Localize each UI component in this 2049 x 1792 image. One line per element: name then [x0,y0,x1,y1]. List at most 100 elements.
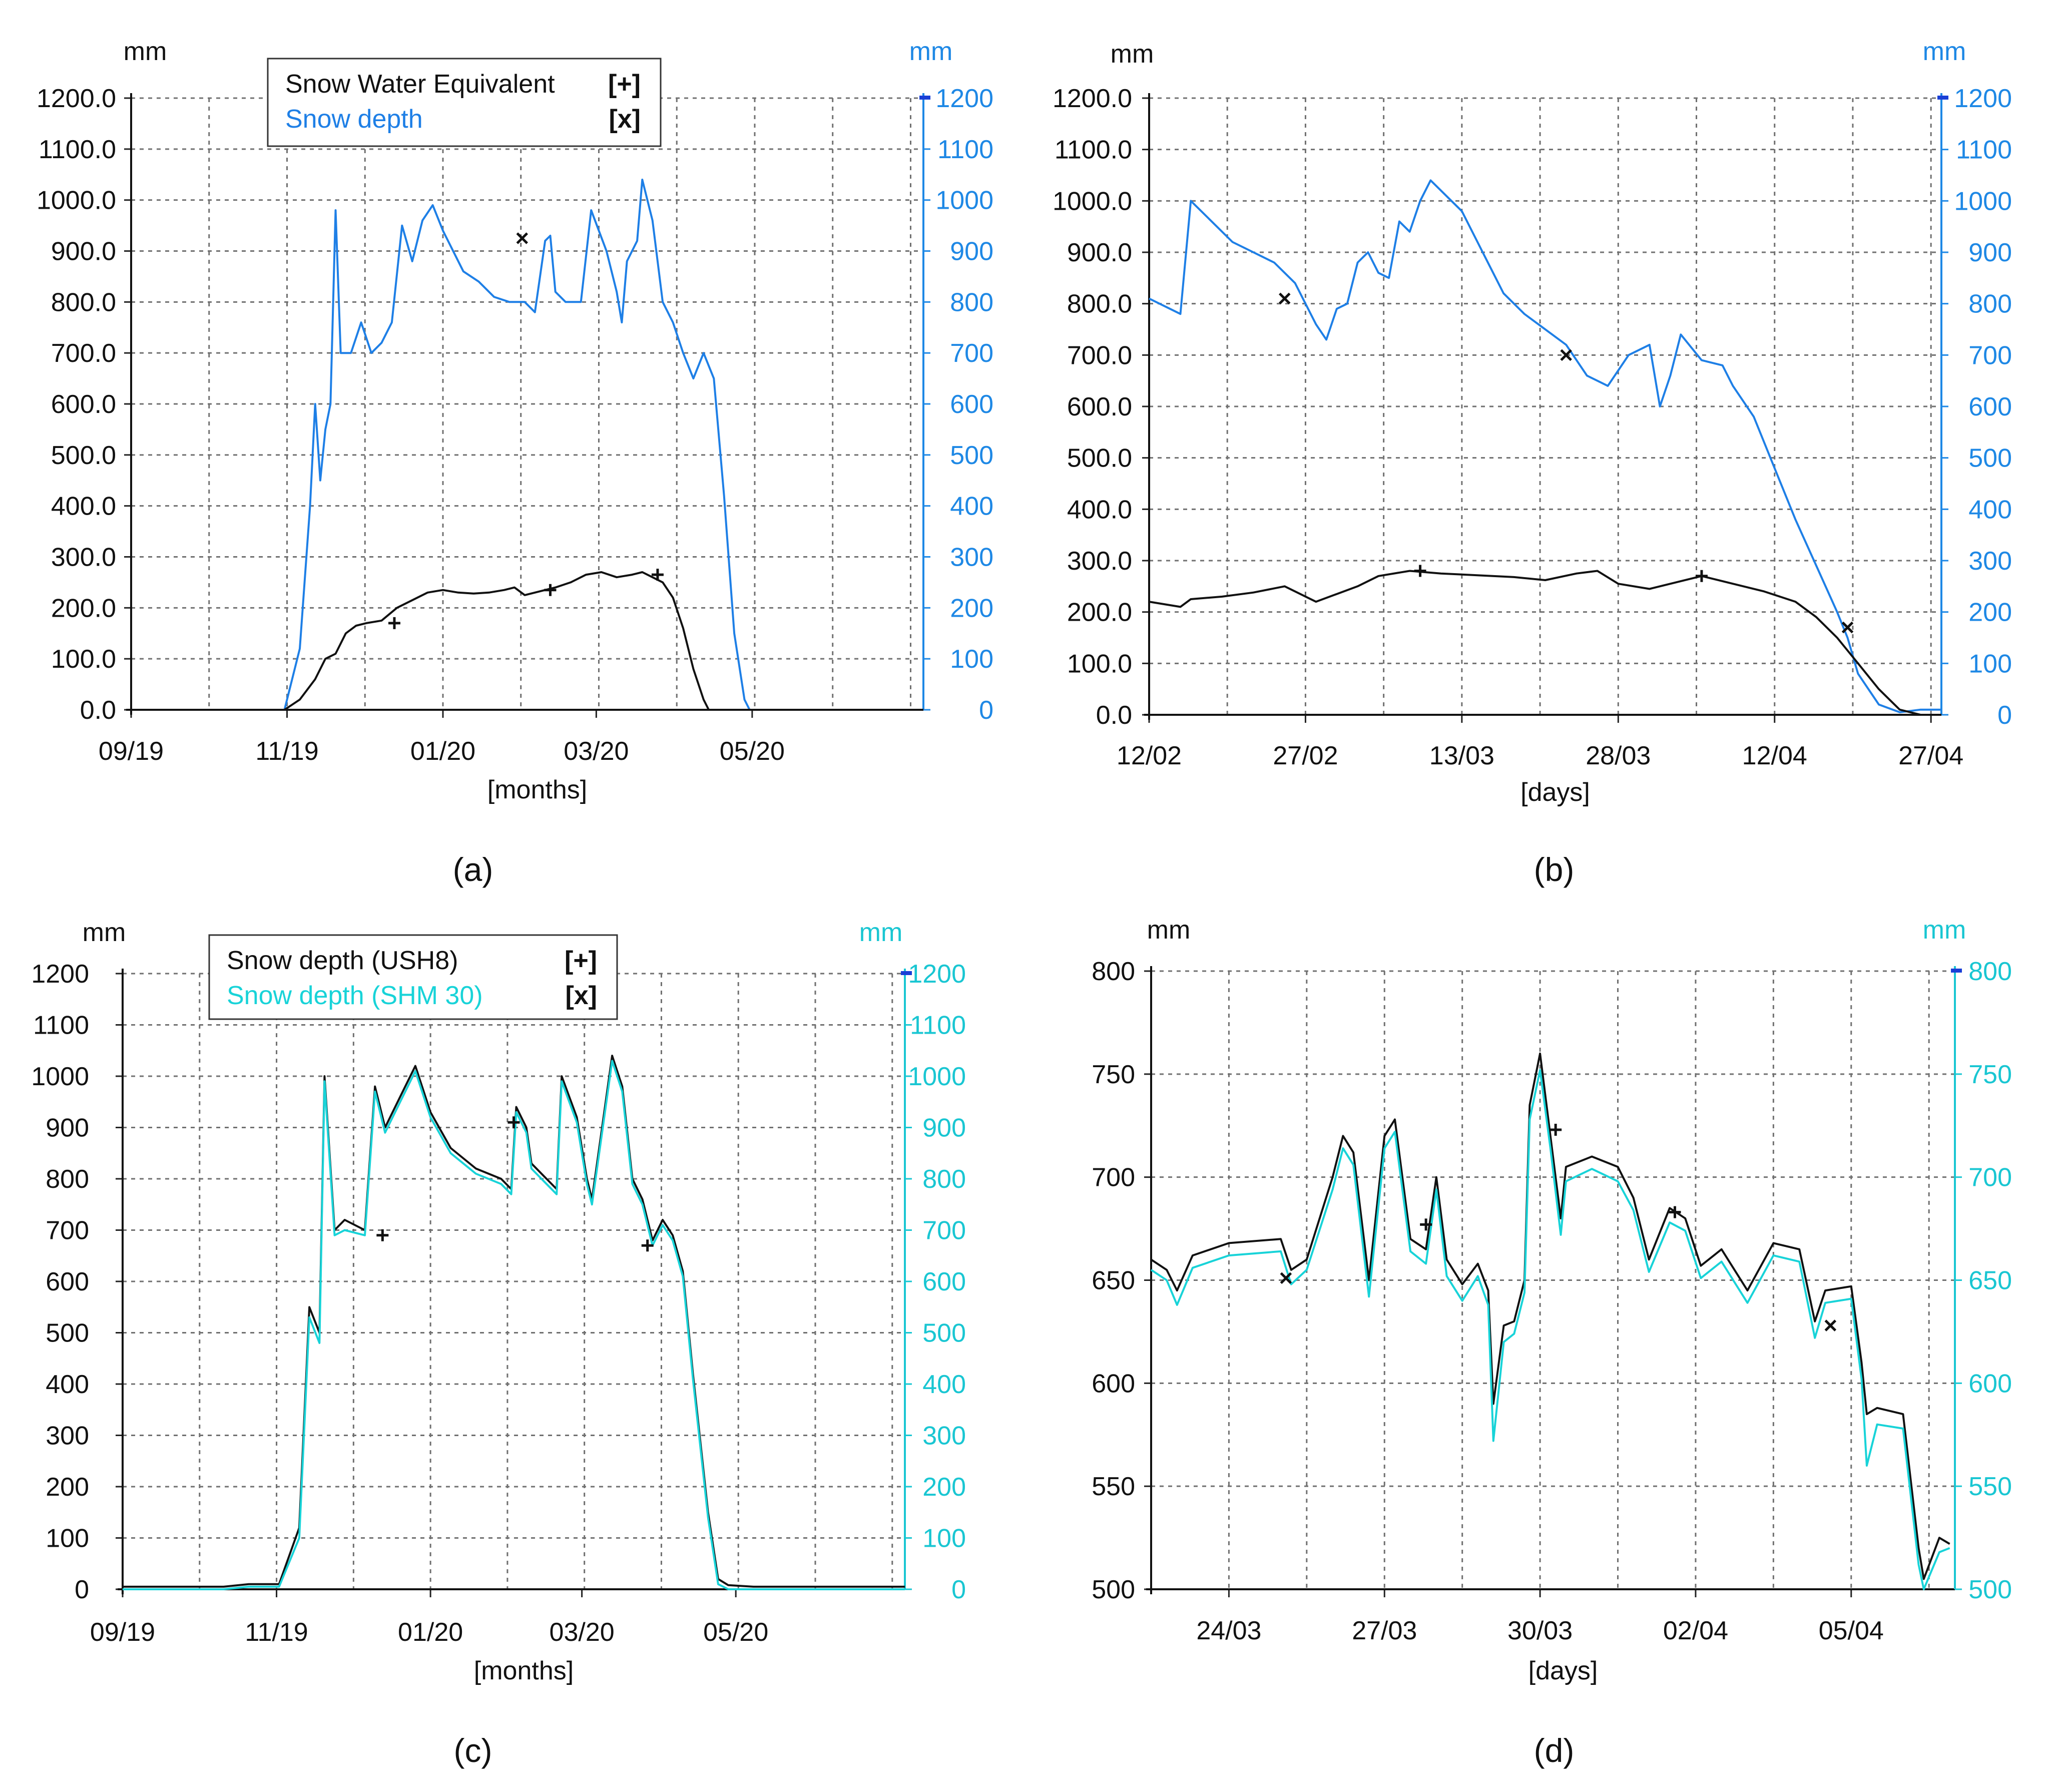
y-tick-label-right: 500 [1968,444,2012,473]
legend-entry-marker: [x] [609,105,641,134]
data-marker-plus [507,1116,520,1129]
series-line-second [123,1060,905,1590]
y-tick-label-left: 400 [46,1370,89,1399]
right-unit-label: mm [1923,37,1966,66]
y-tick-label-left: 1000.0 [37,186,116,215]
y-tick-label-left: 600.0 [1067,392,1132,421]
y-tick-label-left: 500 [46,1319,89,1348]
y-tick-label-left: 1200.0 [1053,84,1132,113]
y-tick-label-right: 550 [1968,1472,2012,1501]
x-tick-label: 05/04 [1819,1616,1884,1645]
legend-box [208,934,618,1020]
y-tick-label-left: 500.0 [1067,444,1132,473]
data-marker-cross [516,232,529,244]
x-axis-label: [days] [1520,778,1590,807]
y-tick-label-right: 100 [1968,649,2012,678]
right-unit-label: mm [909,37,953,66]
y-tick-label-right: 1200 [908,960,966,989]
y-tick-label-right: 1000 [935,186,993,215]
data-marker-cross [1279,292,1291,305]
y-tick-label-left: 400.0 [51,492,116,521]
y-tick-label-right: 1100 [937,135,993,164]
y-tick-label-right: 600 [1968,392,2012,421]
y-tick-label-right: 0 [1997,701,2012,730]
x-tick-label: 01/20 [410,737,475,766]
right-axis-top-tab [1951,969,1962,973]
legend-entry-name: Snow Water Equivalent [285,70,555,99]
panel-label: (b) [1534,851,1575,888]
y-tick-label-left: 700 [46,1216,89,1245]
y-tick-label-left: 800.0 [51,288,116,317]
y-tick-label-right: 500 [922,1319,966,1348]
left-unit-label: mm [83,918,126,947]
x-tick-label: 30/03 [1507,1616,1573,1645]
data-marker-cross [1824,1319,1837,1331]
y-tick-label-left: 200.0 [51,594,116,623]
y-tick-label-left: 300 [46,1422,89,1451]
y-tick-label-right: 700 [922,1216,966,1245]
x-tick-label: 28/03 [1586,741,1651,770]
y-tick-label-right: 800 [1968,957,2012,986]
x-tick-label: 27/03 [1352,1616,1417,1645]
y-tick-label-right: 1100 [1956,136,2012,165]
y-tick-label-right: 700 [950,339,993,368]
x-tick-label: 12/02 [1117,741,1182,770]
series-line-second [1150,1069,1950,1590]
y-tick-label-left: 1100 [33,1011,89,1040]
chart-panel-c: 0100200300400500600700800900100011001200… [31,918,966,1769]
y-tick-label-right: 0 [951,1575,966,1604]
x-axis-label: [months] [474,1656,574,1685]
x-axis-label: [months] [487,775,587,804]
x-tick-label: 05/20 [703,1618,768,1647]
y-tick-label-right: 800 [922,1165,966,1194]
y-tick-label-left: 700 [1092,1163,1135,1192]
y-tick-label-left: 900.0 [51,237,116,266]
data-marker-plus [1669,1206,1681,1218]
y-tick-label-left: 750 [1092,1060,1135,1089]
legend-entry-name: Snow depth [285,105,423,134]
y-tick-label-right: 400 [950,492,993,521]
panel-label: (a) [453,851,493,888]
y-tick-label-right: 600 [1968,1369,2012,1398]
data-marker-plus [641,1239,654,1252]
x-tick-label: 03/20 [564,737,629,766]
x-tick-label: 24/03 [1196,1616,1261,1645]
y-tick-label-right: 100 [922,1524,966,1553]
left-unit-label: mm [1111,40,1154,69]
data-marker-cross [1280,1272,1292,1284]
legend-entry-name: Snow depth (USH8) [227,946,458,975]
y-tick-label-right: 700 [1968,341,2012,370]
series-line-first [1150,1052,1950,1580]
y-tick-label-left: 1200.0 [37,84,116,113]
data-marker-plus [388,617,400,629]
y-tick-label-left: 550 [1092,1472,1135,1501]
x-tick-label: 27/02 [1273,741,1338,770]
legend-entry-name: Snow depth (SHM 30) [227,981,483,1010]
chart-panel-b: 0.0 100.0 200.0 300.0 400.0 500.0 600.0 700.0 80… [1053,37,2012,888]
x-tick-label: 12/04 [1742,741,1807,770]
x-tick-label: 09/19 [99,737,164,766]
y-tick-label-right: 700 [1968,1163,2012,1192]
y-tick-label-right: 800 [1968,290,2012,319]
y-tick-label-left: 0 [75,1575,89,1604]
x-tick-label: 01/20 [398,1618,463,1647]
right-axis-top-tab [1937,96,1948,100]
data-marker-cross [1560,349,1572,361]
y-tick-label-right: 300 [922,1422,966,1451]
y-tick-label-right: 200 [1968,598,2012,627]
data-marker-plus [1695,570,1708,582]
y-tick-label-left: 800 [1092,957,1135,986]
legend-entry-marker: [+] [565,946,597,975]
y-tick-label-left: 700.0 [1067,341,1132,370]
y-tick-label-left: 200 [46,1473,89,1502]
x-tick-label: 11/19 [245,1618,308,1647]
y-tick-label-left: 600 [1092,1369,1135,1398]
y-tick-label-right: 1000 [1954,187,2012,216]
y-tick-label-right: 0 [979,696,993,725]
y-tick-label-right: 300 [1968,547,2012,576]
y-tick-label-left: 300.0 [1067,547,1132,576]
y-tick-label-left: 0.0 [1096,701,1132,730]
y-tick-label-right: 1000 [908,1062,966,1091]
y-tick-label-left: 600.0 [51,390,116,419]
